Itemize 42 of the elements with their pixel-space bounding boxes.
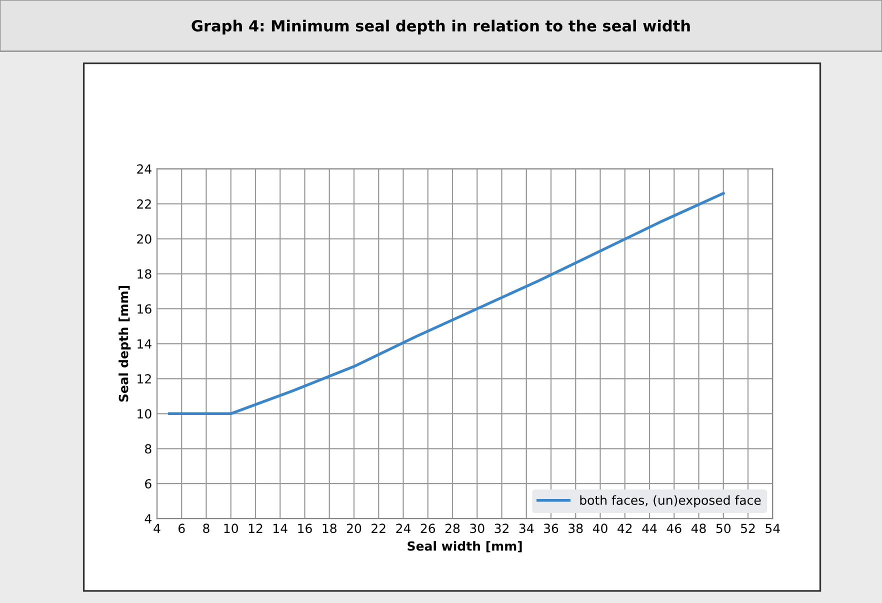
x-tick-label: 28	[445, 524, 460, 534]
x-tick-label: 34	[519, 524, 534, 534]
x-tick-label: 50	[716, 524, 731, 534]
x-tick-label: 12	[248, 524, 262, 533]
x-tick-label: 46	[666, 524, 682, 534]
x-tick-label: 38	[568, 524, 583, 534]
x-tick-label: 30	[470, 524, 484, 534]
legend-label: both faces, (un)exposed face	[580, 495, 761, 508]
y-tick-label: 22	[137, 199, 151, 209]
x-tick-label: 8	[203, 524, 210, 534]
x-tick-label: 14	[274, 524, 288, 533]
y-axis-title: Seal depth [mm]	[118, 286, 131, 402]
x-tick-label: 16	[298, 524, 312, 534]
x-tick-label: 54	[766, 524, 780, 534]
y-tick-label: 14	[138, 339, 152, 348]
y-tick-label: 18	[138, 269, 152, 279]
x-tick-label: 18	[322, 524, 336, 534]
x-tick-label: 48	[691, 524, 706, 534]
x-tick-label: 36	[544, 524, 558, 534]
chart-title: Graph 4: Minimum seal depth in relation to the seal width	[192, 20, 690, 35]
x-tick-label: 4	[154, 524, 160, 533]
y-tick-label: 10	[138, 409, 152, 419]
y-tick-label: 8	[145, 444, 152, 454]
x-tick-label: 22	[372, 524, 386, 533]
x-tick-label: 52	[741, 524, 755, 534]
x-tick-label: 32	[494, 524, 508, 534]
x-tick-label: 6	[178, 524, 185, 534]
y-tick-label: 16	[138, 304, 152, 314]
x-tick-label: 10	[224, 524, 238, 534]
x-tick-label: 20	[346, 524, 362, 534]
y-tick-label: 6	[145, 479, 152, 489]
x-axis-title: Seal width [mm]	[408, 541, 522, 552]
y-tick-label: 24	[137, 164, 152, 174]
y-tick-label: 20	[137, 234, 152, 244]
line-series	[168, 192, 725, 416]
y-tick-label: 4	[144, 514, 152, 524]
x-tick-label: 42	[618, 524, 632, 533]
x-tick-label: 24	[396, 524, 410, 533]
x-tick-label: 44	[642, 524, 657, 533]
y-tick-label: 12	[138, 374, 151, 384]
x-tick-label: 40	[592, 524, 608, 534]
x-tick-label: 26	[420, 524, 436, 534]
